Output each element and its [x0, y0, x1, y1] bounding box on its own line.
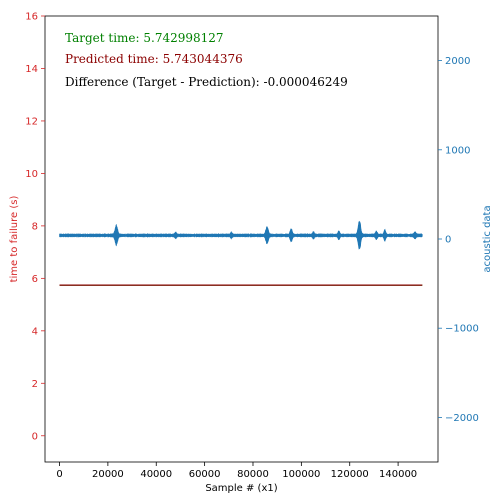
y-right-axis-label: acoustic data: [482, 205, 493, 272]
y-right-tick-label: −2000: [445, 413, 479, 424]
y-left-tick-label: 6: [32, 274, 38, 285]
x-tick-label: 140000: [379, 469, 417, 480]
x-tick-label: 80000: [237, 469, 269, 480]
y-right-tick-label: −1000: [445, 324, 479, 335]
y-left-tick-label: 16: [25, 12, 38, 23]
y-left-tick-label: 8: [32, 221, 38, 232]
axes: 0 20000 40000 60000 80000 100000 120000 1400000…: [9, 12, 493, 495]
y-left-tick-label: 10: [25, 169, 38, 180]
annotation-1: Target time: 5.742998127: [65, 31, 224, 45]
x-tick-label: 0: [56, 469, 62, 480]
x-tick-label: 100000: [282, 469, 320, 480]
y-left-tick-label: 12: [25, 116, 38, 127]
x-tick-label: 120000: [331, 469, 369, 480]
annotations: Target time: 5.742998127 Predicted time: …: [65, 31, 348, 89]
plot-area: [59, 220, 423, 286]
annotation-3: Difference (Target - Prediction): -0.000…: [65, 75, 348, 89]
y-right-tick-label: 2000: [445, 56, 470, 67]
y-right-tick-label: 1000: [445, 145, 470, 156]
x-tick-label: 40000: [140, 469, 172, 480]
x-tick-label: 60000: [189, 469, 221, 480]
y-left-tick-label: 0: [32, 431, 38, 442]
y-left-tick-label: 14: [25, 64, 38, 75]
x-tick-label: 20000: [92, 469, 124, 480]
y-right-tick-label: 0: [445, 235, 451, 246]
y-left-tick-label: 4: [32, 326, 38, 337]
y-left-tick-label: 2: [32, 379, 38, 390]
y-left-axis-label: time to failure (s): [9, 196, 20, 283]
x-axis-label: Sample # (x1): [205, 483, 277, 494]
acoustic-data-trace: [59, 220, 423, 250]
annotation-2: Predicted time: 5.743044376: [65, 52, 243, 66]
